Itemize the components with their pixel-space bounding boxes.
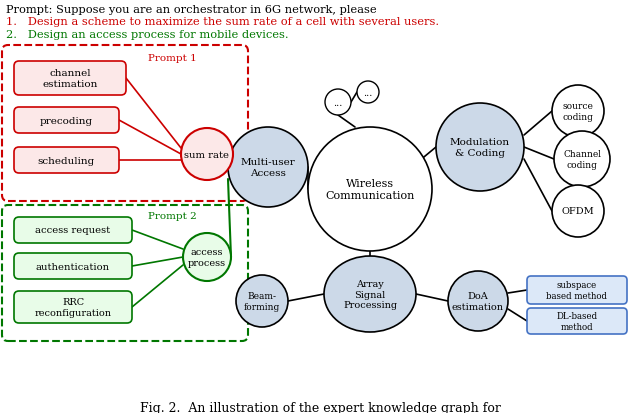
FancyBboxPatch shape <box>2 206 248 341</box>
Text: access
process: access process <box>188 248 226 267</box>
FancyBboxPatch shape <box>14 147 119 173</box>
FancyBboxPatch shape <box>14 254 132 279</box>
Text: Prompt 2: Prompt 2 <box>148 211 196 221</box>
Text: Prompt: Suppose you are an orchestrator in 6G network, please: Prompt: Suppose you are an orchestrator … <box>6 5 376 15</box>
Text: Multi-user
Access: Multi-user Access <box>241 158 296 177</box>
Circle shape <box>228 128 308 207</box>
Circle shape <box>236 275 288 327</box>
Text: Array
Signal
Processing: Array Signal Processing <box>343 280 397 309</box>
Text: 1.   Design a scheme to maximize the sum rate of a cell with several users.: 1. Design a scheme to maximize the sum r… <box>6 17 439 27</box>
Text: ...: ... <box>364 88 372 97</box>
Text: subspace
based method: subspace based method <box>547 280 607 300</box>
FancyBboxPatch shape <box>14 62 126 96</box>
Text: authentication: authentication <box>36 262 110 271</box>
Circle shape <box>308 128 432 252</box>
Circle shape <box>552 86 604 138</box>
Circle shape <box>357 82 379 104</box>
Text: DL-based
method: DL-based method <box>556 311 598 331</box>
FancyBboxPatch shape <box>14 218 132 243</box>
FancyBboxPatch shape <box>527 308 627 334</box>
Text: Channel
coding: Channel coding <box>563 150 601 169</box>
Text: access request: access request <box>35 226 111 235</box>
Circle shape <box>436 104 524 192</box>
FancyBboxPatch shape <box>2 46 248 202</box>
Ellipse shape <box>324 256 416 332</box>
Circle shape <box>181 129 233 180</box>
Text: DoA
estimation: DoA estimation <box>452 292 504 311</box>
Circle shape <box>554 132 610 188</box>
Text: ...: ... <box>333 98 342 107</box>
Circle shape <box>183 233 231 281</box>
Circle shape <box>552 185 604 237</box>
Circle shape <box>325 90 351 116</box>
Text: channel
estimation: channel estimation <box>42 69 98 88</box>
Text: sum rate: sum rate <box>184 150 230 159</box>
Text: OFDM: OFDM <box>562 207 595 216</box>
Text: Beam-
forming: Beam- forming <box>244 292 280 311</box>
Text: source
coding: source coding <box>563 102 593 121</box>
Text: scheduling: scheduling <box>37 156 95 165</box>
Text: Wireless
Communication: Wireless Communication <box>325 179 415 200</box>
Text: RRC
reconfiguration: RRC reconfiguration <box>35 298 111 317</box>
Text: 2.   Design an access process for mobile devices.: 2. Design an access process for mobile d… <box>6 30 289 40</box>
Text: Modulation
& Coding: Modulation & Coding <box>450 138 510 157</box>
Text: precoding: precoding <box>40 116 93 125</box>
FancyBboxPatch shape <box>527 276 627 304</box>
FancyBboxPatch shape <box>14 291 132 323</box>
Text: Fig. 2.  An illustration of the expert knowledge graph for: Fig. 2. An illustration of the expert kn… <box>140 401 500 413</box>
Circle shape <box>448 271 508 331</box>
Text: Prompt 1: Prompt 1 <box>148 54 196 63</box>
FancyBboxPatch shape <box>14 108 119 134</box>
